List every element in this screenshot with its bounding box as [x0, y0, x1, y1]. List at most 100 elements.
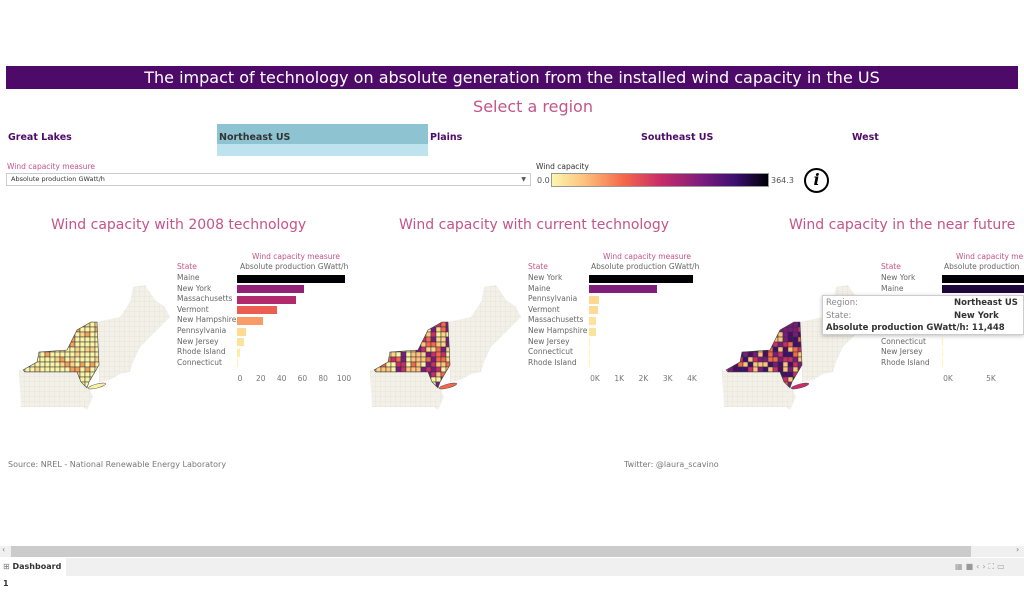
- state-label[interactable]: New York: [528, 273, 563, 282]
- map-cell[interactable]: [782, 336, 789, 343]
- bar-new-jersey[interactable]: [942, 348, 943, 357]
- map-cell[interactable]: [410, 361, 417, 368]
- map-cell[interactable]: [782, 356, 789, 363]
- map-cell[interactable]: [366, 357, 371, 362]
- map-cell[interactable]: [742, 366, 749, 373]
- map-cell[interactable]: [24, 346, 31, 353]
- map-cell[interactable]: [782, 331, 789, 338]
- state-label[interactable]: Vermont: [177, 304, 209, 314]
- map-cell[interactable]: [435, 361, 442, 368]
- map-cell[interactable]: [366, 382, 371, 387]
- map-cell[interactable]: [64, 336, 71, 343]
- map-cell[interactable]: [390, 346, 397, 353]
- map-cell[interactable]: [44, 351, 51, 358]
- map-cell[interactable]: [395, 366, 402, 373]
- map-cell[interactable]: [732, 317, 739, 323]
- map-cell[interactable]: [772, 361, 779, 368]
- map-cell[interactable]: [737, 326, 744, 333]
- map-cell[interactable]: [747, 351, 754, 358]
- map-cell[interactable]: [49, 322, 56, 328]
- map-cell[interactable]: [410, 341, 417, 348]
- map-cell[interactable]: [723, 326, 729, 333]
- map-cell[interactable]: [430, 356, 437, 363]
- map-cell[interactable]: [29, 322, 36, 328]
- map-cell[interactable]: [89, 351, 96, 358]
- map-cell[interactable]: [767, 366, 774, 373]
- map-cell[interactable]: [69, 331, 76, 338]
- map-cell[interactable]: [435, 341, 442, 348]
- map-cell[interactable]: [375, 356, 382, 363]
- map-cell[interactable]: [371, 346, 377, 353]
- bar-connecticut[interactable]: [237, 359, 238, 368]
- map-cell[interactable]: [39, 317, 46, 323]
- new-jersey-shape[interactable]: [81, 382, 93, 410]
- map-cell[interactable]: [420, 346, 427, 353]
- prev-icon[interactable]: ‹: [976, 562, 983, 571]
- map-cell[interactable]: [15, 317, 20, 322]
- bar-new-york[interactable]: [589, 274, 694, 283]
- map-cell[interactable]: [366, 317, 371, 322]
- map-cell[interactable]: [747, 361, 754, 368]
- bar-maine[interactable]: [237, 274, 346, 283]
- bar-new-hampshire[interactable]: [237, 316, 263, 325]
- map-cell[interactable]: [79, 366, 86, 373]
- map-cell[interactable]: [737, 341, 744, 348]
- fullscreen-icon[interactable]: ⛶: [988, 562, 998, 571]
- map-cell[interactable]: [747, 322, 754, 328]
- map-cell[interactable]: [787, 326, 794, 333]
- map-cell[interactable]: [732, 341, 739, 348]
- bar-new-york[interactable]: [942, 274, 1024, 283]
- map-cell[interactable]: [757, 341, 764, 348]
- map-cell[interactable]: [737, 336, 744, 343]
- map-cell[interactable]: [718, 332, 723, 337]
- map-cell[interactable]: [89, 346, 96, 353]
- map-cell[interactable]: [777, 341, 784, 348]
- grid-view-icon[interactable]: ▦: [955, 562, 966, 571]
- map-cell[interactable]: [727, 336, 734, 343]
- state-label[interactable]: Connecticut: [177, 357, 222, 367]
- map-cell[interactable]: [747, 341, 754, 348]
- map-cell[interactable]: [20, 361, 26, 368]
- map-cell[interactable]: [380, 341, 387, 348]
- map-cell[interactable]: [723, 356, 729, 363]
- map-cell[interactable]: [39, 361, 46, 368]
- map-cell[interactable]: [100, 387, 105, 392]
- map-cell[interactable]: [415, 361, 422, 368]
- map-cell[interactable]: [79, 356, 86, 363]
- map-cell[interactable]: [15, 337, 20, 342]
- map-cell[interactable]: [400, 366, 407, 373]
- map-cell[interactable]: [375, 317, 382, 323]
- map-cell[interactable]: [737, 346, 744, 353]
- map-cell[interactable]: [54, 351, 61, 358]
- map-cell[interactable]: [777, 336, 784, 343]
- map-cell[interactable]: [435, 346, 442, 353]
- map-cell[interactable]: [390, 326, 397, 333]
- map-cell[interactable]: [757, 366, 764, 373]
- state-label[interactable]: Pennsylvania: [528, 294, 578, 304]
- map-cell[interactable]: [400, 341, 407, 348]
- map-cell[interactable]: [752, 361, 759, 368]
- map-cell[interactable]: [777, 322, 784, 328]
- map-cell[interactable]: [64, 341, 71, 348]
- map-cell[interactable]: [752, 331, 759, 338]
- map-cell[interactable]: [390, 356, 397, 363]
- map-cell[interactable]: [20, 322, 26, 328]
- map-cell[interactable]: [54, 322, 61, 328]
- map-cell[interactable]: [762, 351, 769, 358]
- map-cell[interactable]: [718, 327, 723, 332]
- map-cell[interactable]: [64, 356, 71, 363]
- map-cell[interactable]: [762, 361, 769, 368]
- map-cell[interactable]: [772, 317, 779, 323]
- map-cell[interactable]: [15, 342, 20, 347]
- map-cell[interactable]: [74, 317, 81, 323]
- map-cell[interactable]: [767, 336, 774, 343]
- map-cell[interactable]: [385, 351, 392, 358]
- map-cell[interactable]: [723, 336, 729, 343]
- map-cell[interactable]: [59, 346, 66, 353]
- map-cell[interactable]: [737, 351, 744, 358]
- map-cell[interactable]: [451, 387, 456, 392]
- map-cell[interactable]: [89, 326, 96, 333]
- map-cell[interactable]: [435, 371, 442, 378]
- map-cell[interactable]: [64, 351, 71, 358]
- map-cell[interactable]: [385, 336, 392, 343]
